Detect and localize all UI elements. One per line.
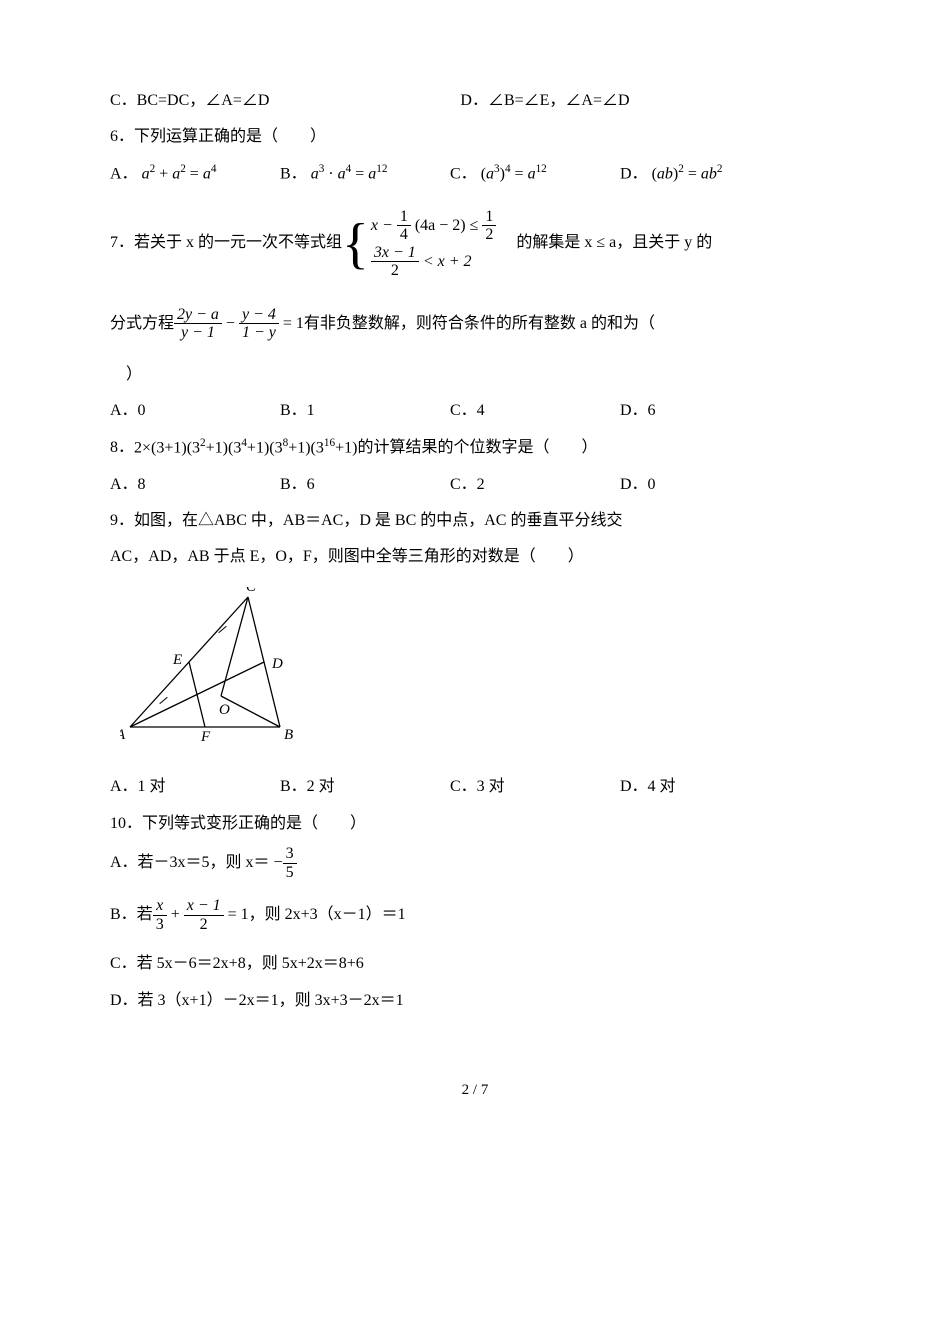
q9-opt-c: C．3 对	[450, 772, 620, 802]
q8-stem: 8． 2×(3+1)(32+1)(34+1)(38+1)(316+1) 的计算结…	[110, 433, 840, 464]
q9-options: A．1 对 B．2 对 C．3 对 D．4 对	[110, 772, 840, 802]
q8-expr: 2×(3+1)(32+1)(34+1)(38+1)(316+1)	[134, 433, 357, 464]
q7-opt-b: B．1	[280, 396, 450, 426]
q8-opt-a: A．8	[110, 470, 280, 500]
q6-opt-c: C． (a3)4 = a12	[450, 159, 620, 190]
q9-opt-d: D．4 对	[620, 772, 790, 802]
q7-pre: 7．若关于 x 的一元一次不等式组	[110, 228, 342, 258]
q7-opt-d: D．6	[620, 396, 790, 426]
svg-text:E: E	[172, 652, 182, 668]
svg-text:F: F	[200, 729, 211, 745]
q5-opt-c: C．BC=DC，∠A=∠D	[110, 86, 460, 116]
q10-opt-b: B．若 x3 + x − 12 = 1 ，则 2x+3（x－1）＝1	[110, 897, 840, 933]
label: D．	[620, 165, 648, 182]
q7-line1: 7．若关于 x 的一元一次不等式组 { x − 14 (4a − 2) ≤ 12…	[110, 208, 840, 280]
svg-text:B: B	[284, 727, 293, 743]
q7-eqline: 分式方程 2y − ay − 1 − y − 41 − y = 1 有非负整数解…	[110, 306, 840, 342]
svg-text:A: A	[120, 727, 126, 743]
page-number: 2 / 7	[110, 1076, 840, 1105]
q7-opt-a: A．0	[110, 396, 280, 426]
q7-opt-c: C．4	[450, 396, 620, 426]
svg-text:C: C	[246, 587, 257, 595]
q9-line2: AC，AD，AB 于点 E，O，F，则图中全等三角形的对数是（ ）	[110, 542, 840, 572]
q7-close: ）	[110, 360, 840, 390]
q6-opt-b: B． a3 · a4 = a12	[280, 159, 450, 190]
q5-options: C．BC=DC，∠A=∠D D．∠B=∠E，∠A=∠D	[110, 86, 840, 116]
triangle-figure: A B C D E FO	[120, 587, 320, 747]
left-brace-icon: {	[342, 216, 369, 272]
sys-line2: 3x − 12 < x + 2	[371, 244, 496, 280]
q10-stem: 10．下列等式变形正确的是（ ）	[110, 809, 840, 839]
q8-opt-b: B．6	[280, 470, 450, 500]
q6-options: A． a2 + a2 = a4 B． a3 · a4 = a12 C． (a3)…	[110, 159, 840, 190]
q6-opt-d: D． (ab)2 = ab2	[620, 159, 790, 190]
q10-opt-c: C．若 5x－6＝2x+8，则 5x+2x＝8+6	[110, 949, 840, 979]
q6-stem: 6．下列运算正确的是（ ）	[110, 122, 840, 152]
svg-text:D: D	[271, 656, 283, 672]
q7-post1: 的解集是 x ≤ a，且关于 y 的	[516, 228, 712, 258]
sys-line1: x − 14 (4a − 2) ≤ 12	[371, 208, 496, 244]
q6-opt-a: A． a2 + a2 = a4	[110, 159, 280, 190]
q8-opt-d: D．0	[620, 470, 790, 500]
q9-figure: A B C D E FO	[120, 587, 840, 758]
q9-line1: 9．如图，在△ABC 中，AB＝AC，D 是 BC 的中点，AC 的垂直平分线交	[110, 506, 840, 536]
svg-text:O: O	[219, 702, 230, 718]
q5-opt-d: D．∠B=∠E，∠A=∠D	[460, 86, 810, 116]
q8-opt-c: C．2	[450, 470, 620, 500]
label: C．	[450, 165, 477, 182]
q8-options: A．8 B．6 C．2 D．0	[110, 470, 840, 500]
q10-opt-a: A．若－3x＝5，则 x＝ − 35	[110, 845, 840, 881]
label: A．	[110, 165, 138, 182]
q7-options: A．0 B．1 C．4 D．6	[110, 396, 840, 426]
q9-opt-a: A．1 对	[110, 772, 280, 802]
label: B．	[280, 165, 307, 182]
q9-opt-b: B．2 对	[280, 772, 450, 802]
q10-opt-d: D．若 3（x+1）－2x＝1，则 3x+3－2x＝1	[110, 986, 840, 1016]
q7-system: { x − 14 (4a − 2) ≤ 12 3x − 12 < x + 2	[342, 208, 496, 280]
